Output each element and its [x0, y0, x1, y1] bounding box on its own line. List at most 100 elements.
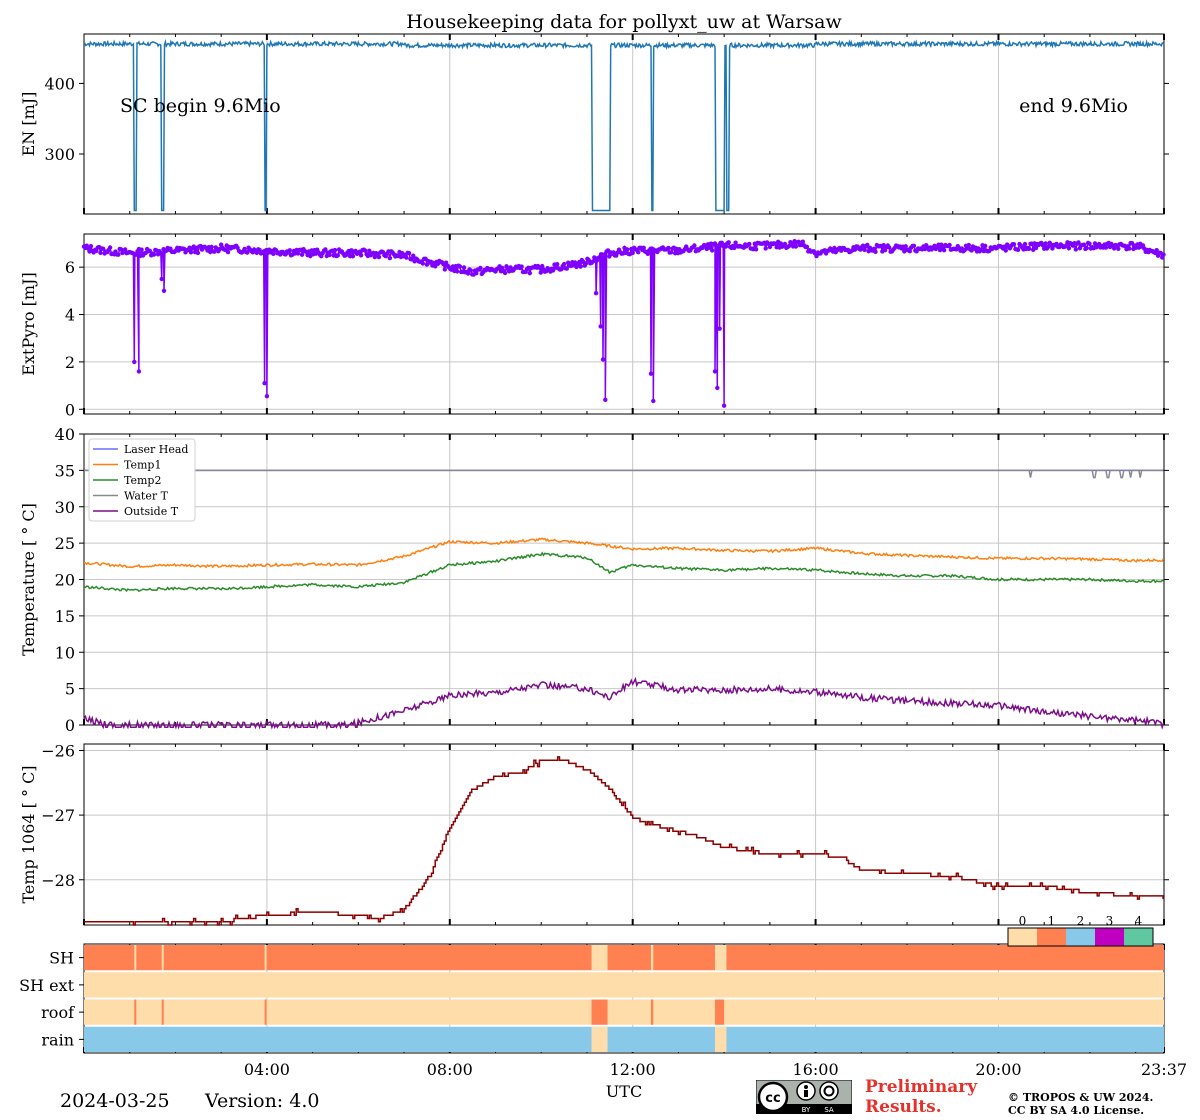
colorbar-tick-1: 1 — [1048, 914, 1056, 928]
status-segment-0-2 — [264, 945, 267, 971]
extpyro-point-770 — [1116, 246, 1121, 251]
extpyro-point-211 — [363, 248, 368, 253]
extpyro-point-621 — [911, 243, 917, 248]
extpyro-point-331 — [527, 270, 532, 276]
extpyro-point-356 — [561, 261, 567, 267]
series-temp2 — [83, 551, 1164, 593]
extpyro-point-694 — [1011, 242, 1017, 247]
panel-frame-4 — [83, 943, 1165, 1054]
extpyro-point-427 — [651, 398, 656, 404]
extpyro-point-62 — [161, 288, 167, 293]
status-segment-0-3 — [591, 945, 608, 971]
extpyro-point-739 — [1073, 247, 1079, 252]
extpyro-point-288 — [468, 268, 473, 273]
annotation-sc-begin: SC begin 9.6Mio — [120, 95, 281, 117]
legend-label-4: Outside T — [124, 505, 179, 518]
extpyro-point-540 — [800, 239, 805, 244]
copyright-line1: © TROPOS & UW 2024. — [1008, 1091, 1154, 1104]
copyright-notice: © TROPOS & UW 2024. CC BY SA 4.0 License… — [1008, 1091, 1153, 1117]
status-row-0 — [84, 945, 1164, 971]
legend-label-1: Temp1 — [124, 459, 161, 472]
extpyro-point-661 — [966, 242, 971, 248]
ytick-label-3-2: −26 — [41, 741, 75, 760]
extpyro-point-348 — [550, 268, 556, 273]
xtick-label-2: 12:00 — [610, 1060, 656, 1079]
status-segment-0-1 — [161, 945, 164, 971]
legend-label-0: Laser Head — [124, 443, 188, 456]
series-temp1 — [83, 537, 1165, 569]
extpyro-point-368 — [578, 264, 583, 269]
extpyro-point-372 — [583, 261, 589, 266]
ylabel-0: EN [mJ] — [19, 92, 38, 157]
extpyro-point-280 — [457, 264, 463, 269]
extpyro-point-325 — [519, 264, 524, 269]
extpyro-point-767 — [1112, 246, 1117, 251]
extpyro-point-470 — [710, 248, 715, 253]
extpyro-point-12 — [98, 250, 103, 255]
status-segment-0-0 — [134, 945, 137, 971]
extpyro-point-132 — [257, 247, 262, 253]
ylabel-1: ExtPyro [mJ] — [19, 272, 38, 375]
extpyro-point-214 — [367, 248, 372, 253]
cc-label: cc — [765, 1091, 780, 1106]
extpyro-point-643 — [941, 248, 947, 253]
panel-frame-1 — [83, 233, 1165, 415]
extpyro-point-243 — [406, 251, 412, 256]
ytick-label-2-6: 30 — [55, 498, 75, 517]
extpyro-point-778 — [1127, 246, 1132, 251]
extpyro-point-516 — [767, 244, 773, 250]
ytick-label-2-4: 20 — [55, 571, 75, 590]
extpyro-point-44 — [139, 247, 144, 252]
extpyro-point-705 — [1026, 246, 1032, 251]
status-segment-2-5 — [714, 999, 725, 1025]
ytick-label-2-3: 15 — [55, 607, 75, 626]
ytick-label-2-2: 10 — [55, 643, 75, 662]
extpyro-point-182 — [323, 247, 328, 252]
status-segment-0-4 — [650, 945, 654, 971]
extpyro-point-278 — [454, 269, 460, 274]
extpyro-point-688 — [1003, 248, 1008, 253]
extpyro-point-761 — [1103, 245, 1109, 250]
extpyro-point-317 — [508, 265, 513, 270]
colorbar-cell-4 — [1124, 928, 1153, 946]
extpyro-point-717 — [1043, 241, 1048, 246]
extpyro-point-618 — [907, 249, 912, 254]
extpyro-line — [83, 239, 1165, 406]
status-row-label-2: roof — [41, 1003, 75, 1022]
extpyro-point-384 — [598, 324, 603, 329]
extpyro-point-5 — [88, 244, 94, 249]
extpyro-point-749 — [1087, 241, 1092, 246]
extpyro-point-25 — [116, 252, 121, 257]
extpyro-point-438 — [666, 245, 671, 251]
xtick-label-5: 23:37 — [1141, 1060, 1187, 1079]
preliminary-line2: Results. — [865, 1097, 942, 1117]
extpyro-point-295 — [478, 265, 483, 271]
date-label: 2024-03-25 — [60, 1090, 170, 1112]
extpyro-point-185 — [327, 252, 332, 258]
sa-label: SA — [824, 1106, 834, 1114]
extpyro-point-457 — [692, 243, 697, 248]
xtick-label-0: 04:00 — [244, 1060, 290, 1079]
ytick-label-2-7: 35 — [55, 461, 75, 480]
extpyro-point-136 — [262, 381, 267, 386]
ylabel-2: Temperature [ ° C] — [19, 503, 38, 656]
extpyro-point-123 — [245, 250, 250, 255]
extpyro-point-82 — [188, 250, 194, 255]
ylabel-3: Temp 1064 [ ° C] — [19, 765, 38, 903]
extpyro-point-30 — [123, 247, 128, 252]
colorbar-cell-0 — [1008, 928, 1037, 946]
panel-frame-3 — [83, 743, 1165, 926]
extpyro-point-406 — [625, 247, 630, 252]
extpyro-point-440 — [668, 250, 674, 255]
extpyro-point-414 — [636, 250, 641, 255]
extpyro-point-253 — [420, 261, 425, 266]
by-label: BY — [802, 1106, 811, 1114]
extpyro-point-41 — [136, 369, 142, 374]
extpyro-point-109 — [225, 249, 231, 255]
colorbar-frame — [1007, 927, 1154, 947]
status-segment-2-3 — [591, 999, 608, 1025]
extpyro-point-50 — [147, 248, 152, 253]
extpyro-point-722 — [1050, 246, 1055, 251]
extpyro-point-340 — [540, 263, 545, 269]
extpyro-point-641 — [939, 242, 944, 247]
